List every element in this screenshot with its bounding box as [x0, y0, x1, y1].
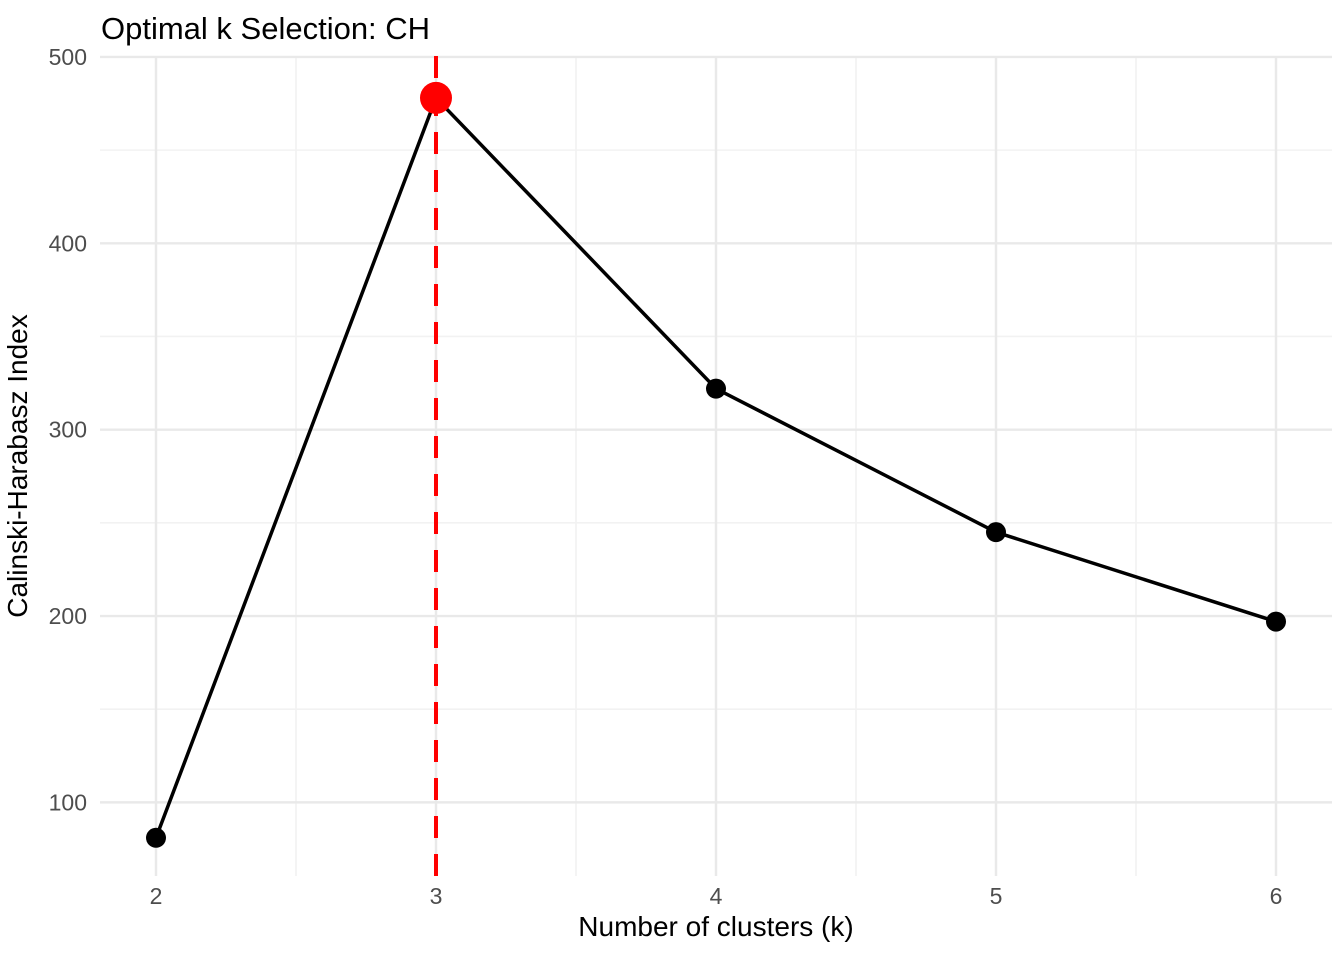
- x-tick-label-6: 6: [1270, 883, 1283, 909]
- x-tick-label-2: 2: [150, 883, 163, 909]
- y-tick-label-500: 500: [49, 44, 87, 70]
- x-axis-title: Number of clusters (k): [578, 911, 853, 942]
- x-tick-label-4: 4: [710, 883, 723, 909]
- y-axis-title: Calinski-Harabasz Index: [2, 314, 33, 617]
- data-point-k6: [1266, 611, 1286, 632]
- data-point-k5: [986, 522, 1006, 543]
- y-tick-label-400: 400: [49, 230, 87, 256]
- x-tick-label-5: 5: [990, 883, 1003, 909]
- y-tick-label-300: 300: [49, 417, 87, 443]
- data-point-k2: [146, 827, 166, 848]
- y-tick-label-100: 100: [49, 789, 87, 815]
- plot-title: Optimal k Selection: CH: [101, 11, 430, 46]
- data-point-k4: [706, 378, 726, 399]
- chart-layers: 100 200 300 400 500 2 3 4 5 6: [49, 44, 1332, 909]
- optimal-k-point: [420, 81, 452, 114]
- x-tick-label-3: 3: [430, 883, 443, 909]
- y-tick-label-200: 200: [49, 603, 87, 629]
